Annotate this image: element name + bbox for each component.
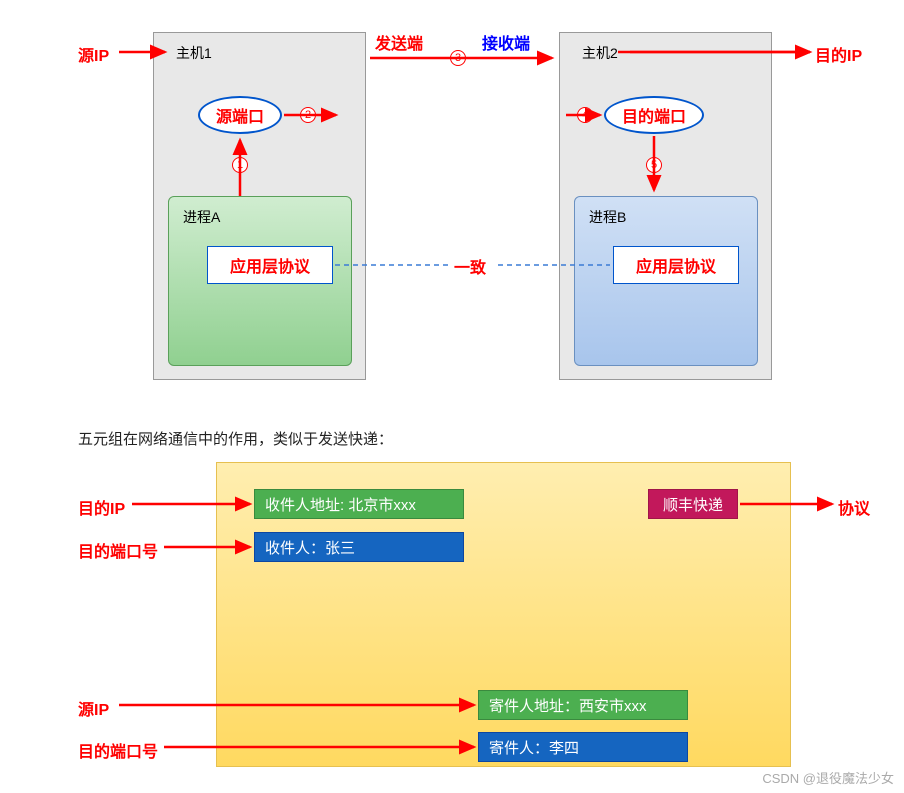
- protocol-b-text: 应用层协议: [636, 253, 716, 277]
- recv-addr-box: 收件人地址: 北京市xxx: [254, 489, 464, 519]
- src-ip-label2: 源IP: [78, 696, 109, 720]
- dst-port-ellipse: 目的端口: [604, 96, 704, 134]
- dst-port-text: 目的端口: [622, 103, 686, 127]
- send-addr-box: 寄件人地址：西安市xxx: [478, 690, 688, 720]
- dst-ip-label2: 目的IP: [78, 495, 125, 519]
- src-port-text: 源端口: [216, 103, 264, 127]
- protocol-a-text: 应用层协议: [230, 253, 310, 277]
- recv-name-box: 收件人：张三: [254, 532, 464, 562]
- send-name-box: 寄件人：李四: [478, 732, 688, 762]
- recv-label: 接收端: [482, 30, 530, 54]
- circle-4: 4: [577, 107, 593, 123]
- dst-port-label2: 目的端口号: [78, 538, 158, 562]
- protocol-b: 应用层协议: [613, 246, 739, 284]
- src-ip-label: 源IP: [78, 42, 109, 66]
- proc-a-label: 进程A: [183, 207, 220, 227]
- recv-addr-text: 收件人地址: 北京市xxx: [265, 494, 416, 515]
- proc-b-label: 进程B: [589, 207, 626, 227]
- host2-label: 主机2: [578, 43, 622, 63]
- src-port-ellipse: 源端口: [198, 96, 282, 134]
- recv-name-text: 收件人：张三: [265, 537, 355, 558]
- src-port-label2: 目的端口号: [78, 738, 158, 762]
- host1-label: 主机1: [172, 43, 216, 63]
- consistent-label: 一致: [452, 254, 488, 278]
- send-addr-text: 寄件人地址：西安市xxx: [489, 695, 647, 716]
- send-name-text: 寄件人：李四: [489, 737, 579, 758]
- protocol-a: 应用层协议: [207, 246, 333, 284]
- carrier-box: 顺丰快递: [648, 489, 738, 519]
- protocol-label2: 协议: [838, 495, 870, 519]
- watermark-text: CSDN @退役魔法少女: [762, 768, 894, 787]
- send-label: 发送端: [375, 30, 423, 54]
- caption-text: 五元组在网络通信中的作用，类似于发送快递：: [78, 428, 393, 449]
- dst-ip-label: 目的IP: [815, 42, 862, 66]
- carrier-text: 顺丰快递: [663, 494, 723, 515]
- circle-5: 5: [646, 157, 662, 173]
- circle-1: 1: [232, 157, 248, 173]
- circle-2: 2: [300, 107, 316, 123]
- circle-3: 3: [450, 50, 466, 66]
